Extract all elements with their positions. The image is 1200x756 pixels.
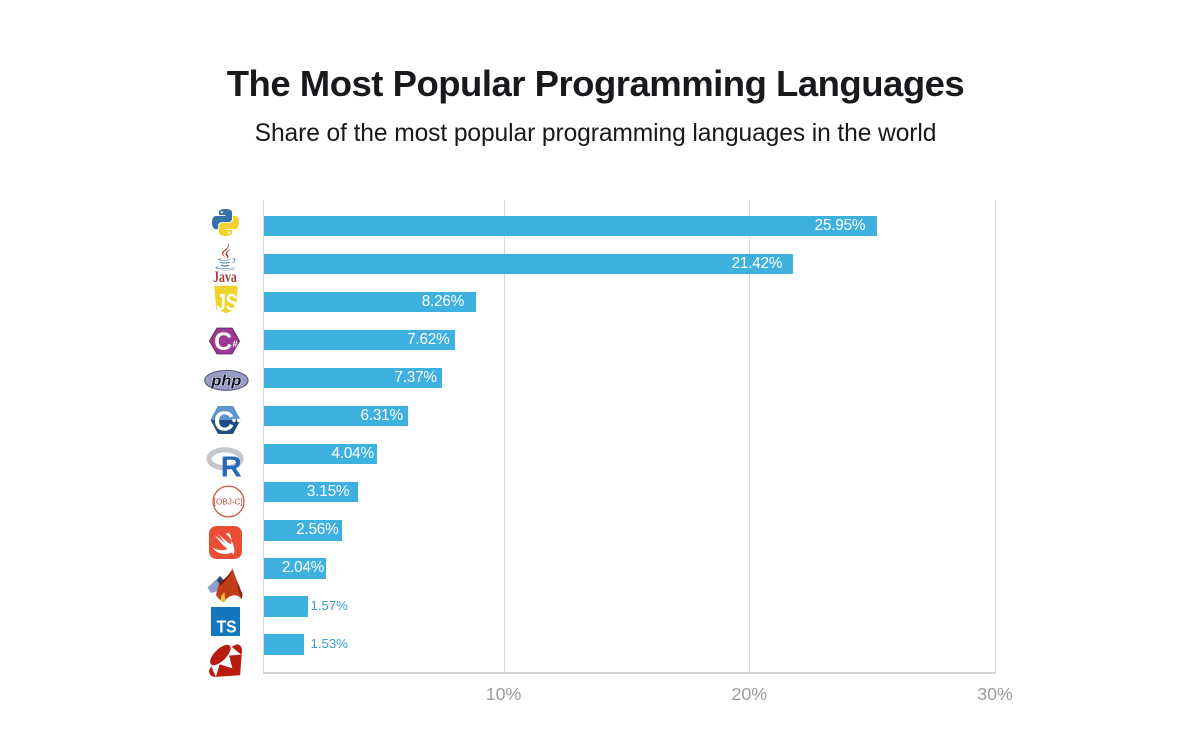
svg-text:JS: JS [216, 290, 237, 314]
svg-text:C: C [213, 405, 233, 436]
svg-text:C: C [214, 328, 232, 356]
svg-text:R: R [221, 452, 242, 479]
svg-text:TS: TS [217, 617, 237, 636]
svg-text:#: # [232, 339, 238, 350]
svg-text:php: php [210, 372, 241, 389]
svg-text:Java: Java [213, 269, 237, 284]
svg-text:[OBJ-C]: [OBJ-C] [214, 496, 243, 506]
